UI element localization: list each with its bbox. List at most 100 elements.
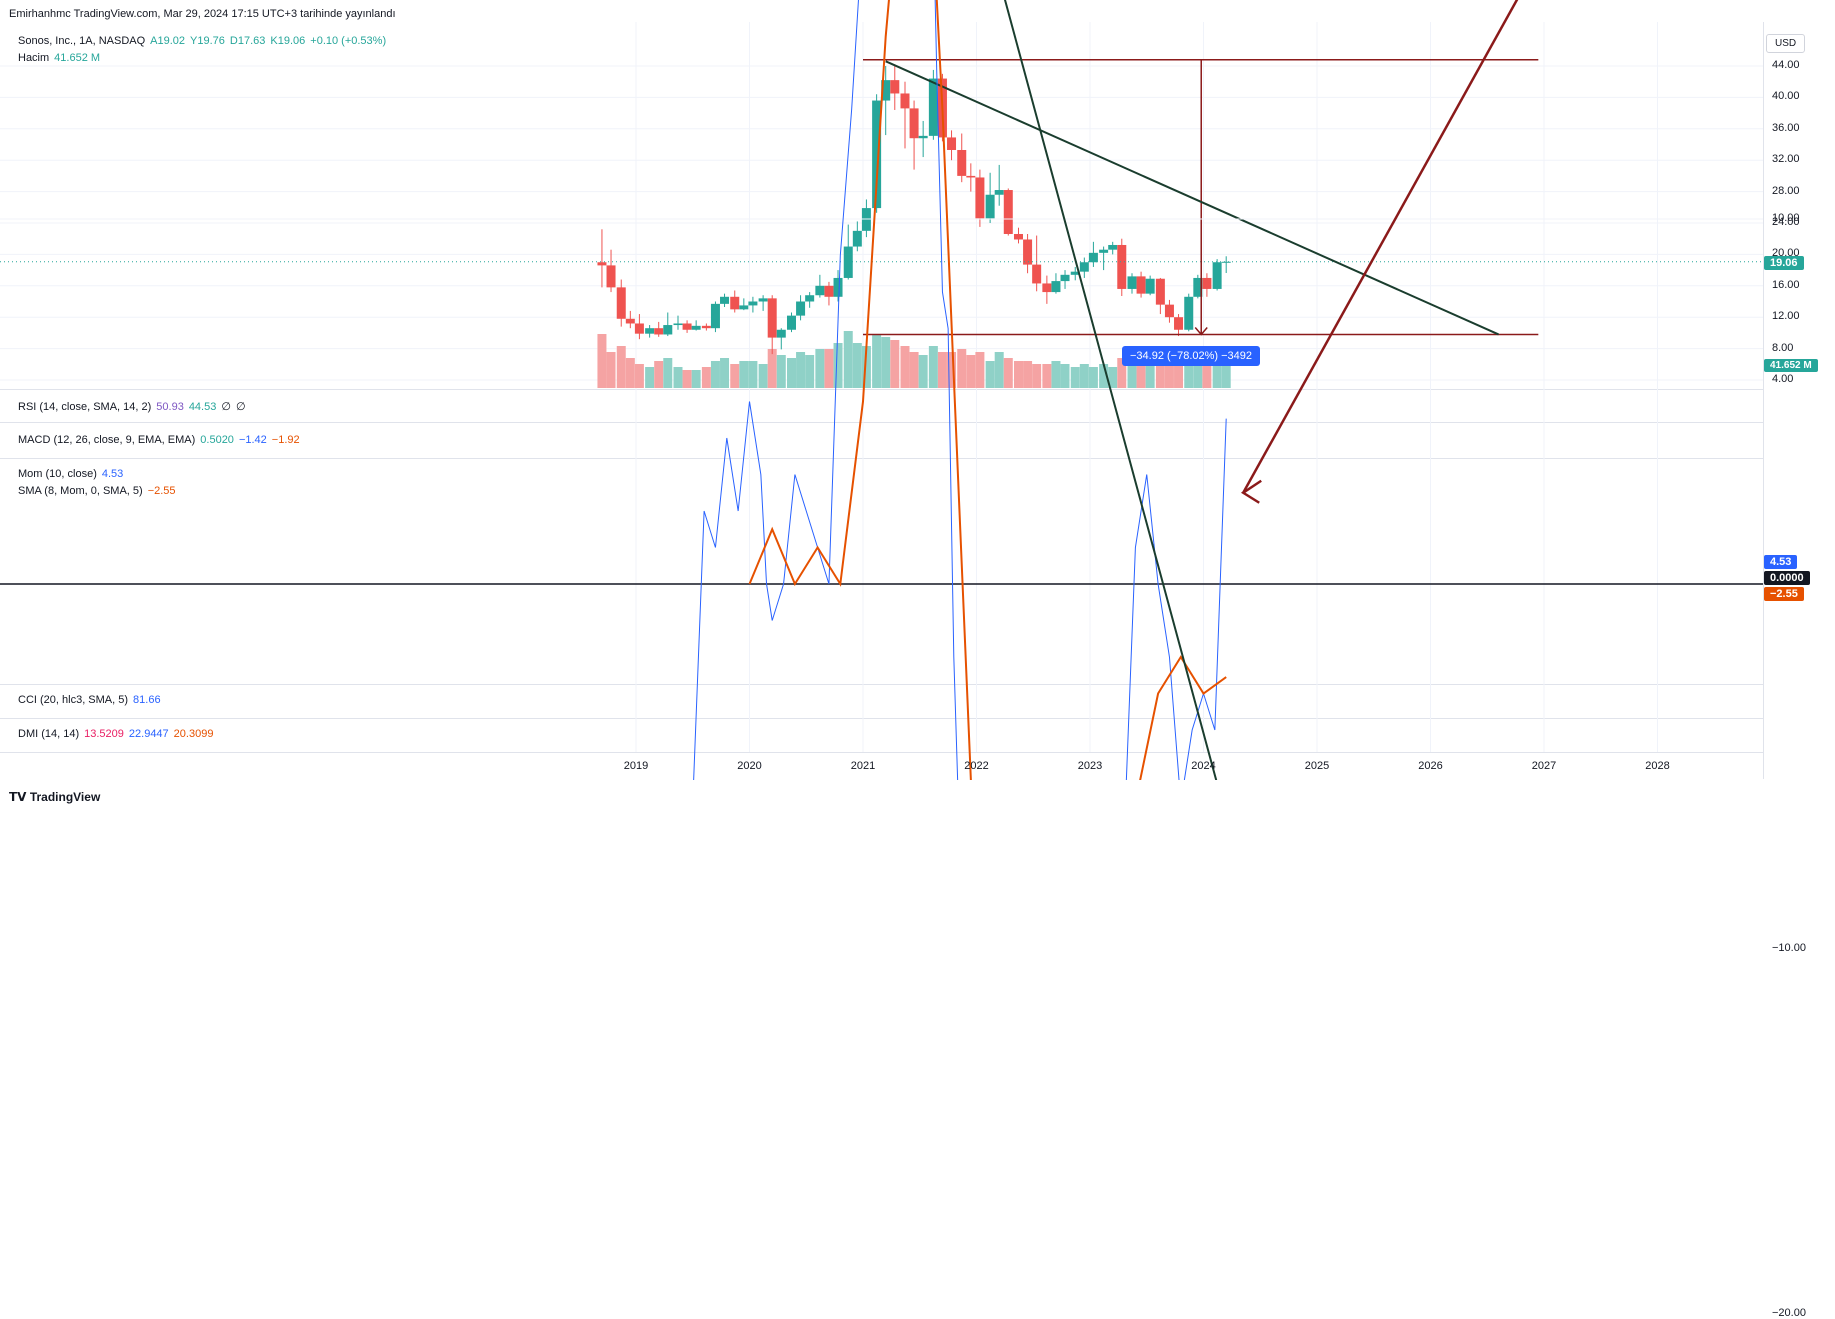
dmi-adx-value: 13.5209 (84, 728, 124, 740)
volume-bar (890, 340, 900, 388)
candle-body (815, 285, 825, 296)
volume-bar (957, 349, 967, 388)
mom-sma-legend[interactable]: SMA (8, Mom, 0, SMA, 5) −2.55 (18, 485, 181, 497)
candle-body (597, 262, 607, 266)
volume-bar (1145, 361, 1155, 388)
candle-body (682, 323, 692, 330)
volume-bar (758, 364, 768, 388)
volume-bar (805, 355, 815, 388)
momentum-sma-line (748, 0, 1227, 780)
volume-bar (824, 349, 834, 388)
price-tick-label: 12.00 (1772, 310, 1800, 323)
cci-value: 81.66 (133, 694, 161, 706)
candle-body (900, 93, 910, 109)
candle-body (994, 190, 1004, 195)
rsi-label: RSI (14, close, SMA, 14, 2) (18, 401, 152, 413)
candle-body (748, 301, 758, 306)
currency-button[interactable]: USD (1766, 34, 1806, 53)
pane-separator[interactable] (0, 684, 1763, 685)
volume-bar (861, 346, 871, 388)
volume-bar (701, 367, 711, 388)
volume-bar (881, 337, 891, 388)
mom-tick-label: 10.00 (1772, 212, 1800, 224)
price-trendline (885, 60, 1500, 336)
price-tick-label: 36.00 (1772, 121, 1800, 134)
zero-badge: 0.0000 (1764, 571, 1810, 585)
pane-separator[interactable] (0, 422, 1763, 423)
mom-badge: 4.53 (1764, 555, 1798, 569)
macd-legend[interactable]: MACD (12, 26, close, 9, EMA, EMA) 0.5020−… (18, 434, 305, 446)
volume-bar (625, 358, 635, 388)
volume-bar (1193, 361, 1203, 388)
candle-body (710, 303, 720, 329)
volume-bar (1079, 364, 1089, 388)
tradingview-logo[interactable]: 𝗧𝗩 TradingView (9, 790, 100, 804)
pane-separator[interactable] (0, 718, 1763, 719)
volume-bar (985, 361, 995, 388)
cci-label: CCI (20, hlc3, SMA, 5) (18, 694, 129, 706)
price-axis-separator (1763, 22, 1764, 779)
symbol-label[interactable]: Sonos, Inc., 1A, NASDAQ (18, 35, 146, 47)
candle-body (957, 149, 967, 176)
dmi-legend[interactable]: DMI (14, 14) 13.5209 22.9447 20.3099 (18, 728, 218, 740)
candle-body (663, 325, 673, 335)
volume-bar (739, 361, 749, 388)
volume-bar (843, 331, 853, 388)
candle-body (654, 328, 664, 335)
candle-body (890, 80, 900, 94)
volume-bar (1099, 364, 1109, 388)
volume-bar (1184, 358, 1194, 388)
mom-sma-label: SMA (8, Mom, 0, SMA, 5) (18, 485, 143, 497)
candle-body (645, 328, 655, 334)
volume-bar (928, 346, 938, 388)
volume-bar (1164, 361, 1174, 388)
candle-body (1032, 264, 1042, 284)
mom-legend[interactable]: Mom (10, close) 4.53 (18, 468, 128, 480)
volume-bar (786, 358, 796, 388)
macd-label: MACD (12, 26, close, 9, EMA, EMA) (18, 434, 196, 446)
volume-label[interactable]: Hacim (18, 52, 50, 64)
candle-body (1099, 249, 1109, 253)
candle-body (1070, 271, 1080, 275)
pane-separator[interactable] (0, 458, 1763, 459)
candle-body (776, 329, 786, 338)
price-tick-label: 24.00 (1772, 216, 1800, 228)
rsi-legend[interactable]: RSI (14, close, SMA, 14, 2) 50.93 44.53 ∅ ∅ (18, 400, 251, 413)
volume-bar (1212, 361, 1222, 388)
volume-bar (796, 352, 806, 388)
candle-body (1108, 244, 1118, 250)
low-value: D17.63 (229, 35, 266, 47)
volume-bar (909, 352, 919, 388)
candle-body (786, 315, 796, 330)
candle-body (1117, 244, 1127, 289)
volume-bar (597, 334, 607, 388)
candle-body (1145, 278, 1155, 294)
rsi-ma-value: 44.53 (188, 401, 217, 413)
time-tick-label: 2023 (1077, 760, 1103, 772)
volume-bar (1070, 367, 1080, 388)
candle-body (805, 295, 815, 302)
close-value: K19.06 (270, 35, 306, 47)
pane-separator[interactable] (0, 389, 1763, 390)
candle-body (1051, 281, 1061, 293)
momentum-canvas[interactable] (0, 0, 1763, 780)
candle-body (1023, 239, 1033, 265)
volume-bar (852, 343, 862, 388)
candle-body (739, 305, 749, 310)
volume-bar (918, 355, 928, 388)
volume-bar (1088, 367, 1098, 388)
measure-label[interactable]: −34.92 (−78.02%) −3492 (1122, 346, 1261, 366)
candle-body (730, 296, 740, 310)
volume-bar (673, 367, 683, 388)
volume-bar (1136, 358, 1146, 388)
macd-signal-value: −1.92 (271, 434, 300, 446)
cci-legend[interactable]: CCI (20, hlc3, SMA, 5) 81.66 (18, 694, 166, 706)
volume-bar (682, 370, 692, 388)
candle-body (1202, 277, 1212, 289)
candle-body (985, 194, 995, 219)
candle-body (673, 323, 683, 326)
candle-body (928, 78, 938, 136)
time-tick-label: 2025 (1304, 760, 1330, 772)
price-tick-label: 4.00 (1772, 373, 1794, 385)
macd-value: −1.42 (238, 434, 267, 446)
